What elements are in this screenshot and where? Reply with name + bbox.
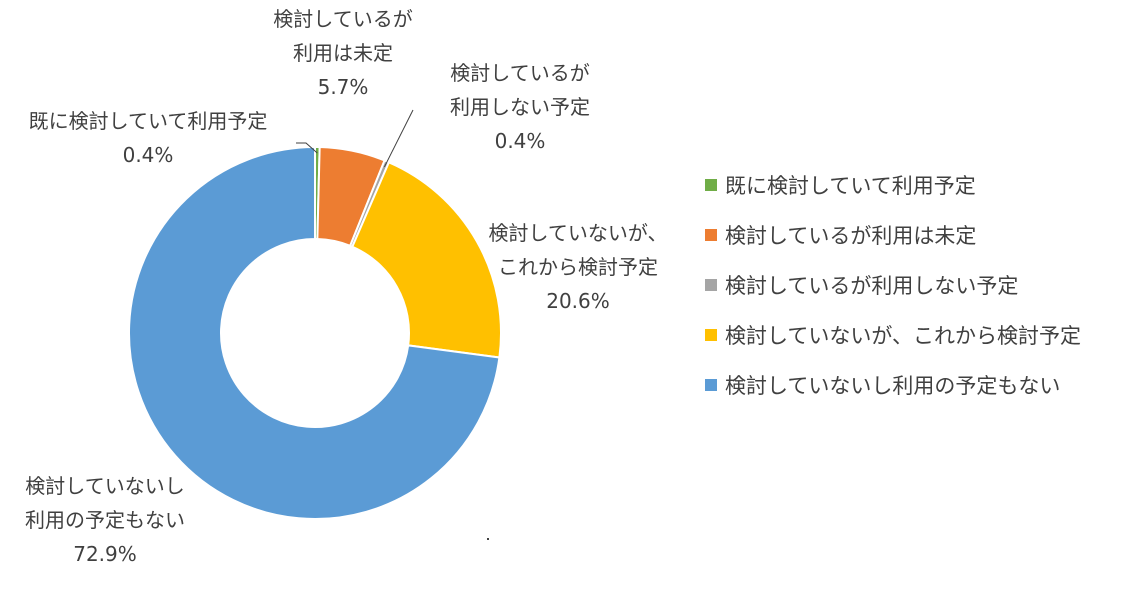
legend-label: 既に検討していて利用予定 xyxy=(725,174,976,198)
data-label-value: 72.9% xyxy=(73,542,137,566)
legend-item: 検討していないし利用の予定もない xyxy=(705,360,1081,410)
legend-item: 既に検討していて利用予定 xyxy=(705,160,1081,210)
legend-swatch-orange xyxy=(705,229,717,241)
data-label-category: 利用は未定 xyxy=(293,41,393,65)
data-label-value: 0.4% xyxy=(495,129,546,153)
data-label-category: これから検討予定 xyxy=(498,255,658,279)
data-label-category: 既に検討していて利用予定 xyxy=(29,109,268,133)
legend-label: 検討しているが利用は未定 xyxy=(725,224,977,248)
donut-slice xyxy=(128,145,501,520)
legend-label: 検討していないが、これから検討予定 xyxy=(725,324,1081,348)
data-label-value: 5.7% xyxy=(318,75,369,99)
leader-line xyxy=(383,109,414,168)
stray-dot xyxy=(487,538,489,540)
data-label-category: 検討していないし xyxy=(25,474,184,498)
legend-swatch-gray xyxy=(705,279,717,291)
legend-label: 検討していないし利用の予定もない xyxy=(725,374,1061,398)
legend-item: 検討していないが、これから検討予定 xyxy=(705,310,1081,360)
data-label-category: 利用しない予定 xyxy=(450,95,590,119)
legend-item: 検討しているが利用しない予定 xyxy=(705,260,1081,310)
data-label-category: 検討しているが xyxy=(450,61,589,85)
legend-swatch-green xyxy=(705,179,717,191)
data-label-category: 利用の予定もない xyxy=(25,508,185,532)
data-label-value: 0.4% xyxy=(123,143,174,167)
legend-item: 検討しているが利用は未定 xyxy=(705,210,1081,260)
chart-legend: 既に検討していて利用予定 検討しているが利用は未定 検討しているが利用しない予定… xyxy=(705,160,1081,410)
data-label-category: 検討していないが、 xyxy=(489,221,668,245)
data-label-value: 20.6% xyxy=(546,289,610,313)
legend-swatch-blue xyxy=(705,379,717,391)
donut-slice xyxy=(351,160,502,359)
leader-line xyxy=(296,142,318,154)
legend-swatch-yellow xyxy=(705,329,717,341)
legend-label: 検討しているが利用しない予定 xyxy=(725,274,1019,298)
data-label-category: 検討しているが xyxy=(273,7,412,31)
